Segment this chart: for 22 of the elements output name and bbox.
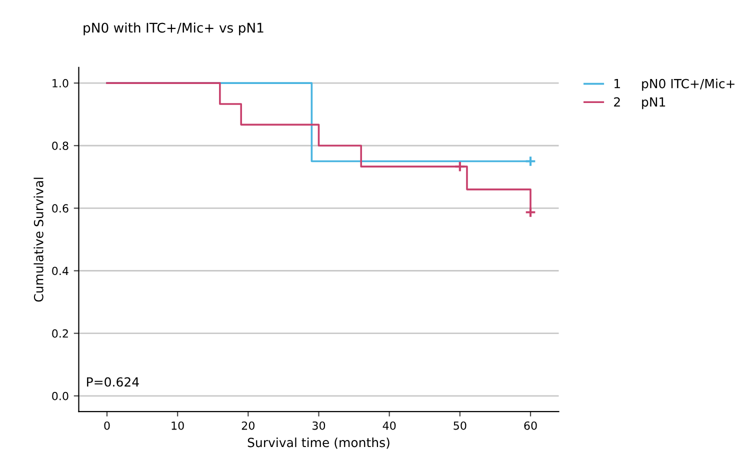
x-tick-label: 50 — [454, 421, 466, 430]
point — [454, 160, 466, 172]
y-tick-label: 0.2 — [52, 329, 68, 338]
y-axis-title: Cumulative Survival — [34, 178, 44, 302]
x-tick-label: 20 — [242, 421, 254, 430]
x-axis-title: Survival time (months) — [248, 438, 390, 449]
x-tick-label: 30 — [312, 421, 326, 430]
legend-label: 2 pN1 — [614, 97, 666, 110]
y-tick-label: 0.6 — [52, 204, 68, 213]
x-tick-label: 60 — [524, 421, 537, 430]
x-tick-label: 10 — [172, 421, 184, 430]
y-tick-label: 0.8 — [52, 142, 68, 150]
annotation: P=0.624 — [87, 377, 139, 387]
x-tick-label: 40 — [382, 421, 396, 430]
chart-title: pN0 with ITC+/Mic+ vs pN1 — [84, 22, 264, 36]
point — [524, 156, 536, 167]
x-tick-label: 0 — [104, 421, 110, 430]
y-tick-label: 0.0 — [52, 392, 68, 400]
y-tick-label: 1.0 — [52, 79, 68, 88]
y-tick-label: 0.4 — [52, 266, 68, 276]
legend-label: 1 pN0 ITC+/Mic+ — [614, 78, 734, 91]
point — [524, 206, 536, 218]
